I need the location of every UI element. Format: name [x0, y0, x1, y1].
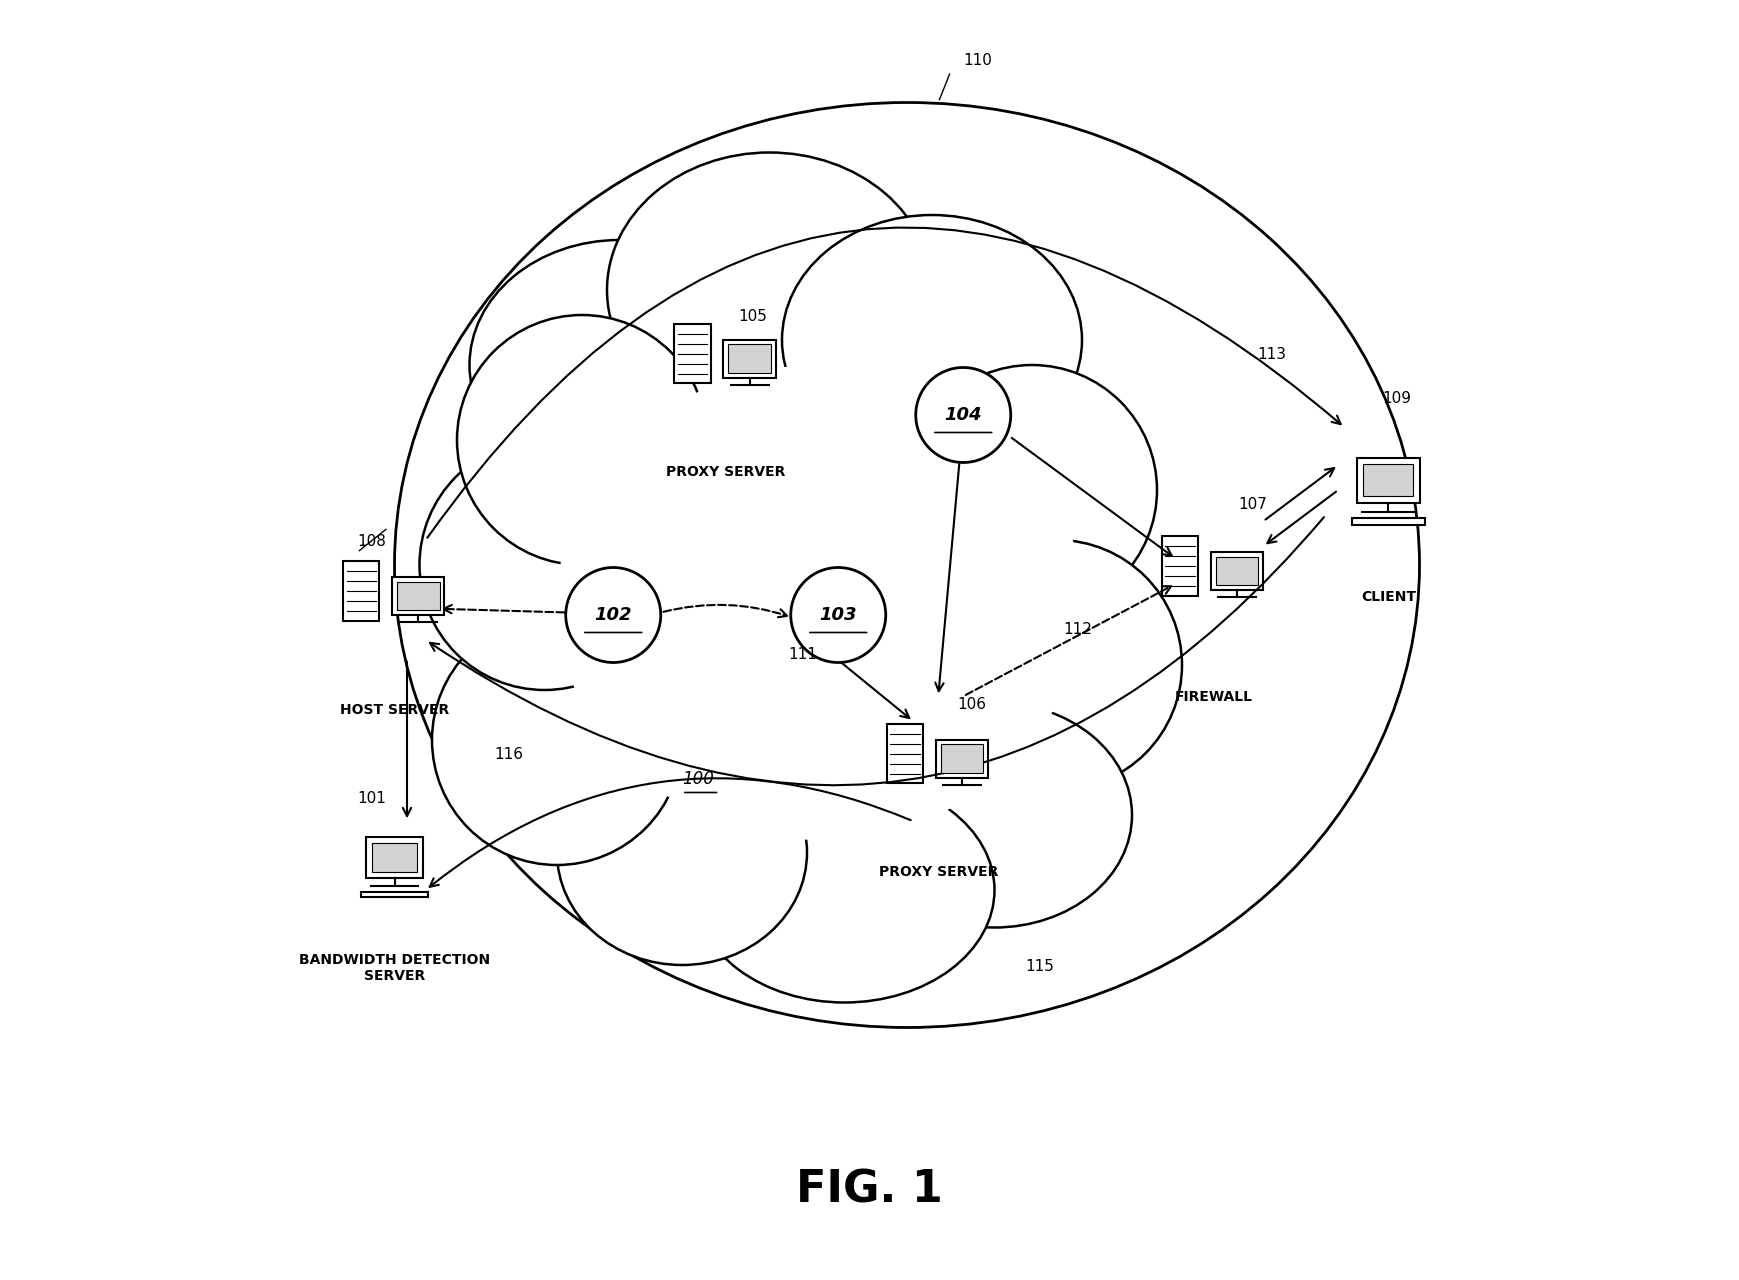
Text: PROXY SERVER: PROXY SERVER	[666, 465, 786, 479]
Text: 100: 100	[682, 769, 715, 787]
FancyBboxPatch shape	[941, 744, 983, 773]
Text: 104: 104	[944, 406, 983, 424]
FancyBboxPatch shape	[1216, 557, 1259, 585]
Ellipse shape	[783, 215, 1082, 465]
FancyBboxPatch shape	[1351, 518, 1424, 525]
Ellipse shape	[470, 241, 769, 490]
Ellipse shape	[556, 740, 807, 965]
Text: 107: 107	[1238, 497, 1268, 512]
FancyBboxPatch shape	[365, 837, 423, 878]
Ellipse shape	[694, 777, 995, 1002]
Ellipse shape	[457, 315, 708, 564]
FancyBboxPatch shape	[723, 339, 776, 378]
Ellipse shape	[857, 703, 1132, 928]
Text: 116: 116	[494, 746, 523, 762]
FancyBboxPatch shape	[1356, 458, 1419, 503]
Text: FIG. 1: FIG. 1	[796, 1169, 943, 1211]
FancyBboxPatch shape	[343, 561, 379, 621]
FancyBboxPatch shape	[887, 723, 923, 783]
Ellipse shape	[932, 540, 1183, 790]
Ellipse shape	[908, 365, 1156, 614]
Text: 105: 105	[739, 310, 767, 324]
FancyBboxPatch shape	[391, 577, 445, 614]
FancyBboxPatch shape	[372, 842, 417, 872]
Text: 110: 110	[963, 52, 993, 68]
Text: 109: 109	[1383, 390, 1410, 406]
FancyBboxPatch shape	[1162, 536, 1198, 596]
Ellipse shape	[556, 365, 1082, 840]
Text: 103: 103	[819, 605, 857, 625]
FancyBboxPatch shape	[396, 581, 440, 611]
Text: CLIENT: CLIENT	[1360, 590, 1416, 604]
Text: FIREWALL: FIREWALL	[1174, 690, 1252, 704]
Text: 112: 112	[1063, 622, 1092, 636]
Ellipse shape	[431, 614, 682, 865]
FancyBboxPatch shape	[1210, 552, 1263, 590]
Text: 108: 108	[356, 534, 386, 549]
Text: PROXY SERVER: PROXY SERVER	[878, 865, 998, 879]
Text: 102: 102	[595, 605, 631, 625]
Text: 115: 115	[1026, 959, 1054, 974]
FancyBboxPatch shape	[675, 324, 711, 384]
FancyBboxPatch shape	[362, 892, 428, 897]
Circle shape	[916, 367, 1010, 462]
Circle shape	[565, 567, 661, 663]
Text: 111: 111	[788, 646, 817, 662]
Text: 113: 113	[1257, 347, 1287, 362]
FancyBboxPatch shape	[1363, 465, 1414, 497]
FancyBboxPatch shape	[936, 740, 988, 777]
Text: BANDWIDTH DETECTION
SERVER: BANDWIDTH DETECTION SERVER	[299, 952, 490, 983]
Circle shape	[791, 567, 885, 663]
Ellipse shape	[419, 440, 670, 690]
Ellipse shape	[607, 152, 932, 428]
Text: 106: 106	[956, 696, 986, 712]
Text: 101: 101	[356, 791, 386, 805]
FancyBboxPatch shape	[729, 344, 770, 372]
Text: HOST SERVER: HOST SERVER	[339, 703, 449, 717]
